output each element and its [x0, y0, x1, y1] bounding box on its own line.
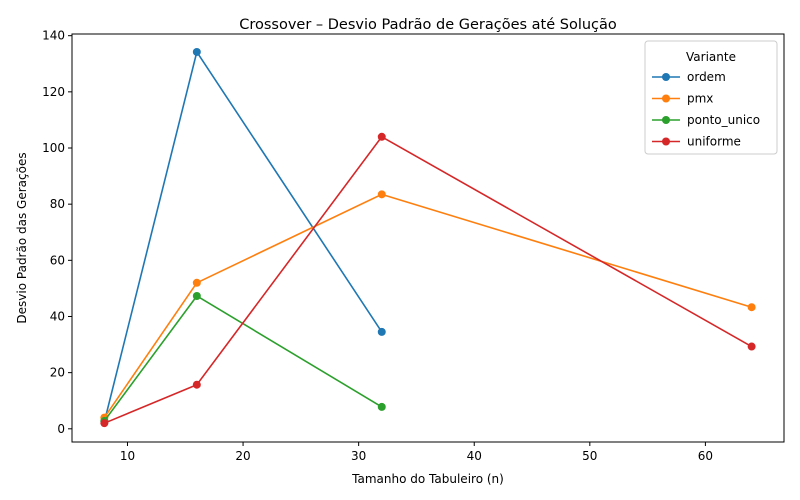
data-point [377, 327, 386, 336]
data-point [747, 342, 756, 351]
legend-swatch-marker [662, 137, 670, 146]
legend-swatch-marker [662, 73, 670, 81]
x-axis: 10 20 30 40 50 60 [120, 442, 713, 463]
legend-title: Variante [686, 50, 736, 64]
legend: Variante ordem pmx ponto_unico uniforme [644, 40, 778, 155]
legend-item-ponto-unico: ponto_unico [652, 113, 760, 127]
y-tick-label: 20 [50, 366, 65, 380]
x-tick-label: 10 [120, 449, 135, 463]
y-tick-label: 0 [57, 422, 65, 436]
legend-label: pmx [687, 92, 713, 106]
legend-item-ordem: ordem [652, 70, 726, 84]
series-pmx [100, 190, 756, 422]
series-ponto-unico [100, 291, 386, 425]
series-line [103, 295, 383, 422]
data-point [747, 303, 756, 312]
y-tick-label: 120 [42, 85, 65, 99]
legend-frame [644, 40, 778, 155]
series-line [103, 51, 383, 422]
chart-title: Crossover – Desvio Padrão de Gerações at… [239, 17, 617, 33]
y-tick-label: 80 [50, 197, 65, 211]
y-tick-label: 140 [42, 29, 65, 43]
x-tick-label: 50 [582, 449, 597, 463]
y-tick-label: 100 [42, 141, 65, 155]
data-point [377, 190, 386, 199]
data-point [192, 47, 201, 56]
data-point [377, 132, 386, 141]
legend-swatch-marker [662, 116, 670, 124]
series-line [104, 135, 753, 424]
data-point [377, 402, 386, 411]
y-axis: 0 20 40 60 80 100 120 140 [42, 29, 72, 436]
legend-label: ponto_unico [687, 113, 760, 127]
legend-item-pmx: pmx [652, 92, 713, 106]
legend-item-uniforme: uniforme [652, 135, 741, 149]
legend-label: uniforme [687, 135, 741, 149]
x-tick-label: 60 [698, 449, 713, 463]
legend-swatch-marker [662, 94, 670, 103]
series-uniforme [100, 132, 756, 428]
data-point [192, 291, 201, 300]
y-tick-label: 40 [50, 309, 65, 323]
y-tick-label: 60 [50, 253, 65, 267]
legend-label: ordem [687, 70, 726, 84]
series-line [103, 193, 752, 419]
x-axis-label: Tamanho do Tabuleiro (n) [351, 472, 504, 486]
data-point [192, 380, 201, 389]
series-layer [100, 47, 756, 428]
legend-items: ordem pmx ponto_unico uniforme [652, 70, 760, 149]
y-axis-label: Desvio Padrão das Gerações [15, 152, 29, 323]
x-tick-label: 30 [351, 449, 366, 463]
x-tick-label: 40 [467, 449, 482, 463]
plot-frame [71, 33, 785, 443]
x-tick-label: 20 [235, 449, 250, 463]
data-point [100, 419, 109, 428]
data-point [192, 278, 201, 287]
